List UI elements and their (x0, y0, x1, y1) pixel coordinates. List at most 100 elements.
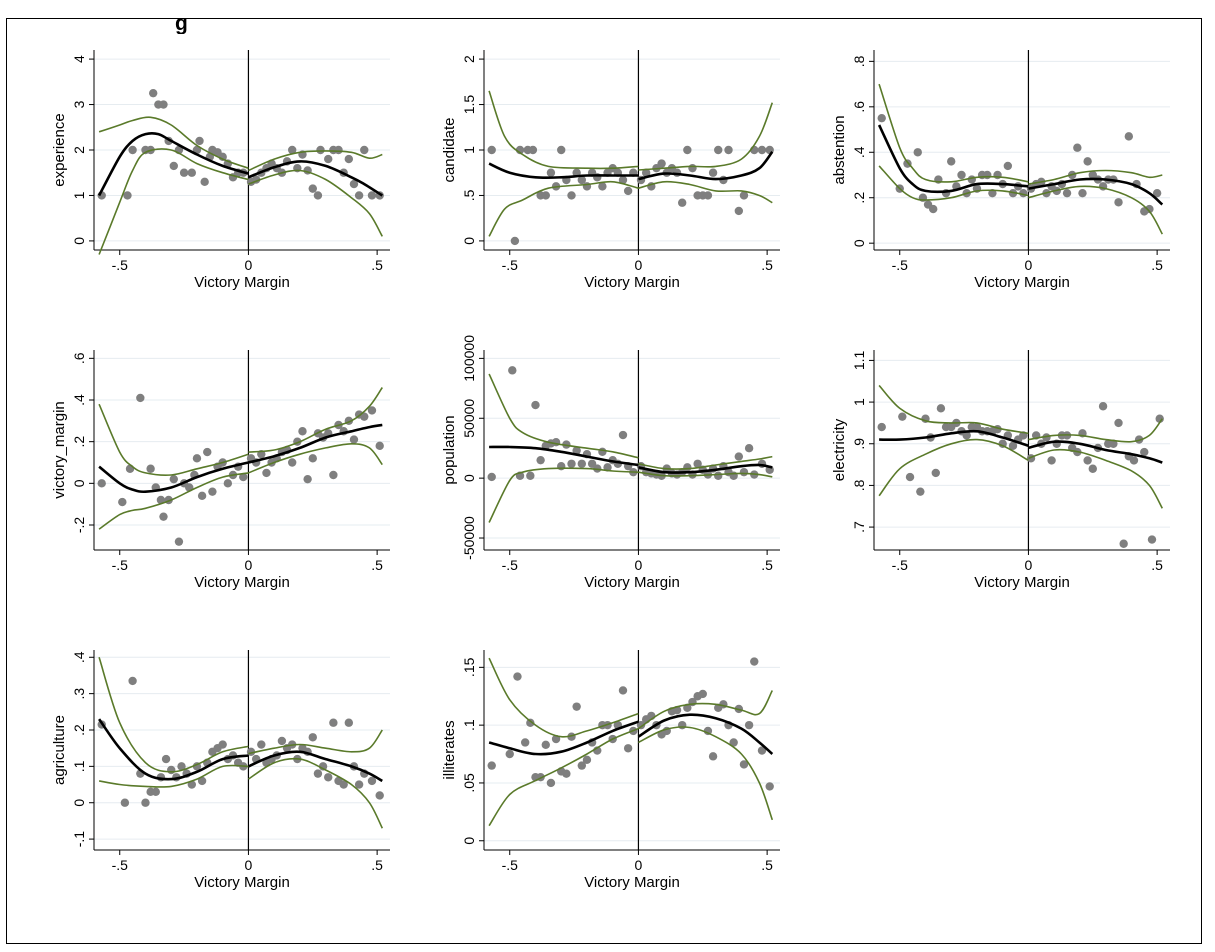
data-point (375, 441, 384, 451)
data-point (97, 479, 106, 488)
data-point (367, 191, 377, 200)
data-point (877, 113, 886, 123)
data-point (582, 755, 592, 765)
y-tick-label: 3 (71, 100, 87, 108)
fit-line-left (489, 445, 639, 467)
x-tick-label: 0 (1025, 257, 1033, 273)
x-tick-label: .5 (1151, 557, 1163, 573)
y-tick-label: 1 (71, 191, 87, 199)
data-point (936, 404, 946, 413)
data-point (177, 762, 186, 771)
data-point (151, 787, 160, 797)
data-point (1129, 456, 1139, 465)
data-point (128, 145, 137, 155)
data-point (125, 464, 135, 473)
data-point (367, 406, 377, 415)
data-point (1083, 456, 1092, 465)
data-point (218, 740, 227, 749)
data-point (508, 366, 517, 375)
data-point (349, 179, 359, 189)
data-point (339, 780, 348, 789)
panel-victory-margin: -.2 0 .2 .4 .6 -.5 0 .5 Victory Margin victory_ma… (51, 350, 390, 591)
x-tick-label: -.5 (502, 257, 519, 273)
ci-upper-right (637, 690, 774, 730)
data-point (734, 206, 744, 216)
y-tick-label: -.1 (71, 831, 87, 848)
data-point (287, 458, 297, 467)
data-point (703, 191, 713, 200)
data-point (708, 168, 718, 177)
data-point (298, 427, 307, 436)
data-point (1083, 157, 1092, 166)
data-point (967, 175, 977, 184)
y-tick-label: -50000 (461, 516, 477, 560)
data-point (739, 191, 749, 200)
fit-line-left (877, 124, 1029, 194)
ci-upper-right (248, 150, 383, 172)
fit-line-left (879, 429, 1029, 448)
y-axis-title: victory_margin (51, 401, 68, 499)
data-point (703, 726, 713, 736)
data-point (598, 182, 607, 191)
data-point (765, 782, 774, 791)
y-axis-title: abstention (831, 115, 848, 184)
y-axis-title: candidate (441, 117, 458, 182)
panel-experience: 0 1 2 3 4 -.5 0 .5 Victory Margin experience (51, 50, 390, 291)
ci-lower-right (638, 180, 773, 204)
page-heading: g (175, 12, 188, 34)
x-tick-label: 0 (635, 557, 643, 573)
fit-line-right (248, 423, 383, 464)
ci-upper-right (638, 102, 774, 171)
y-tick-label: -.2 (71, 517, 87, 534)
data-point (167, 765, 176, 775)
y-tick-label: 0 (461, 837, 477, 845)
ci-lower-left (98, 148, 249, 255)
x-axis-title: Victory Margin (584, 874, 680, 891)
data-point (159, 512, 168, 521)
ci-lower-left (878, 438, 1029, 497)
y-tick-label: .4 (71, 394, 87, 406)
ci-upper-left (878, 384, 1029, 435)
data-point (324, 773, 333, 782)
data-point (757, 145, 767, 155)
data-point (698, 689, 707, 699)
data-point (708, 752, 718, 761)
data-point (618, 430, 628, 440)
data-point (192, 454, 202, 463)
y-tick-label: .9 (851, 438, 867, 450)
data-point (510, 236, 520, 246)
y-tick-label: 1 (461, 146, 477, 154)
data-point (120, 798, 130, 807)
data-point (557, 461, 566, 471)
ci-lower-right (248, 169, 383, 237)
x-tick-label: .5 (1151, 257, 1163, 273)
y-tick-label: 0 (71, 479, 87, 487)
data-point (929, 204, 938, 214)
x-tick-label: 0 (245, 557, 253, 573)
data-point (367, 776, 377, 786)
data-point (308, 454, 317, 463)
data-point (916, 487, 925, 496)
fit-line-right (638, 150, 774, 181)
x-tick-label: .5 (371, 257, 383, 273)
data-point (360, 412, 369, 421)
ci-lower-right (1028, 185, 1163, 235)
data-point (714, 145, 723, 155)
data-point (1114, 418, 1123, 428)
fit-line-right (1028, 440, 1163, 464)
data-point (203, 447, 212, 457)
data-point (487, 761, 496, 770)
data-point (128, 676, 137, 686)
data-point (905, 472, 915, 482)
ci-lower-right (638, 471, 773, 478)
ci-lower-right (247, 757, 384, 829)
data-point (487, 472, 496, 482)
data-point (161, 754, 171, 764)
data-point (962, 431, 971, 440)
data-point (618, 175, 628, 185)
ci-lower-left (98, 764, 249, 788)
y-tick-label: 2 (461, 55, 477, 63)
ci-upper-right (638, 455, 773, 470)
y-tick-label: 0 (71, 799, 87, 807)
